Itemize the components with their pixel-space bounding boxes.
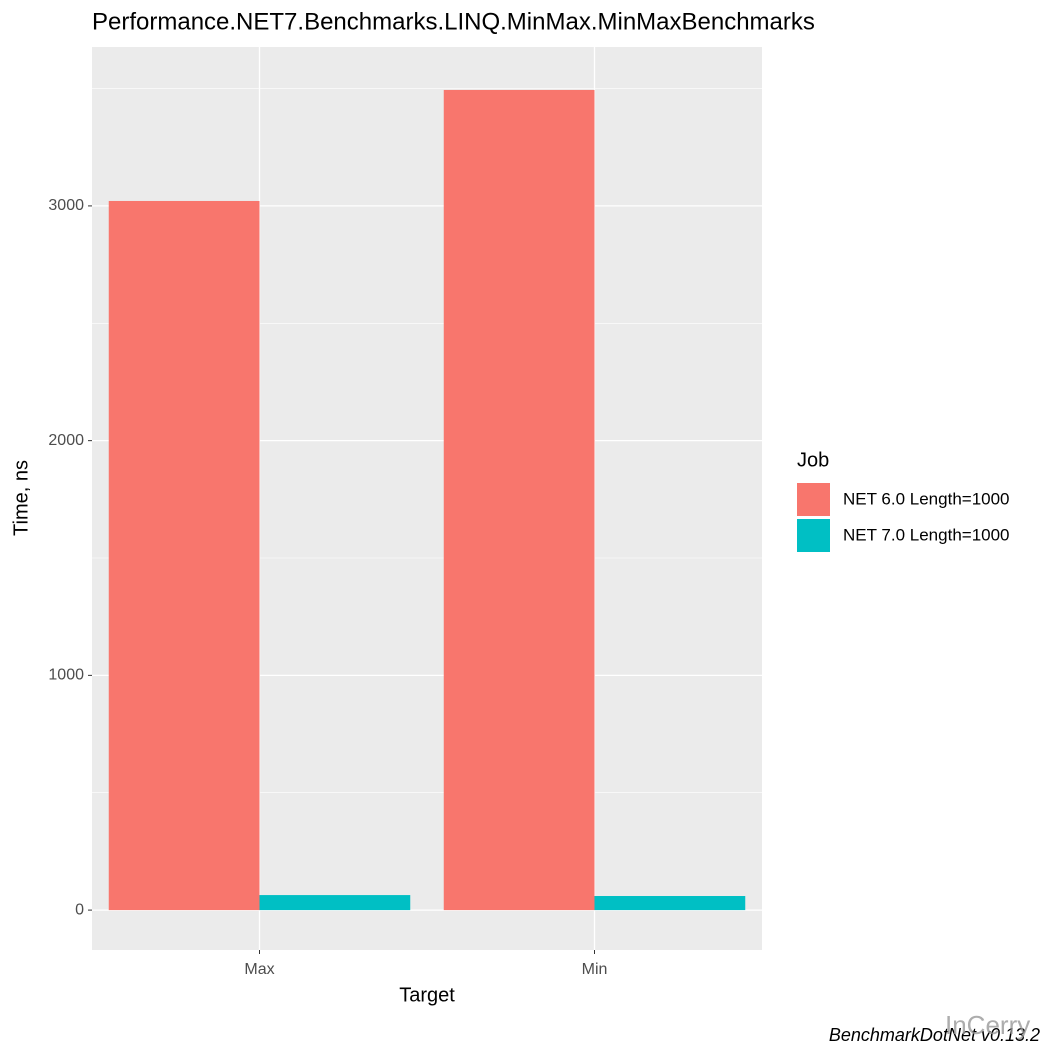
y-axis-title: Time, ns [10, 460, 32, 536]
legend-key [797, 519, 830, 552]
caption: BenchmarkDotNet v0.13.2 [829, 1025, 1040, 1045]
bar [108, 200, 260, 911]
bar [594, 896, 746, 911]
chart-title: Performance.NET7.Benchmarks.LINQ.MinMax.… [92, 8, 815, 35]
legend-title: Job [797, 449, 829, 471]
x-tick-label: Min [582, 961, 608, 978]
y-tick-label: 1000 [48, 667, 84, 684]
y-tick-label: 3000 [48, 197, 84, 214]
legend-label: NET 6.0 Length=1000 [843, 489, 1010, 508]
legend-label: NET 7.0 Length=1000 [843, 525, 1010, 544]
bar [259, 895, 411, 911]
watermark: InCerry [945, 1010, 1030, 1040]
x-tick-label: Max [244, 961, 274, 978]
bar [443, 89, 595, 911]
x-axis-title: Target [399, 984, 455, 1006]
y-tick-label: 2000 [48, 432, 84, 449]
legend-key [797, 483, 830, 516]
y-tick-label: 0 [75, 901, 84, 918]
